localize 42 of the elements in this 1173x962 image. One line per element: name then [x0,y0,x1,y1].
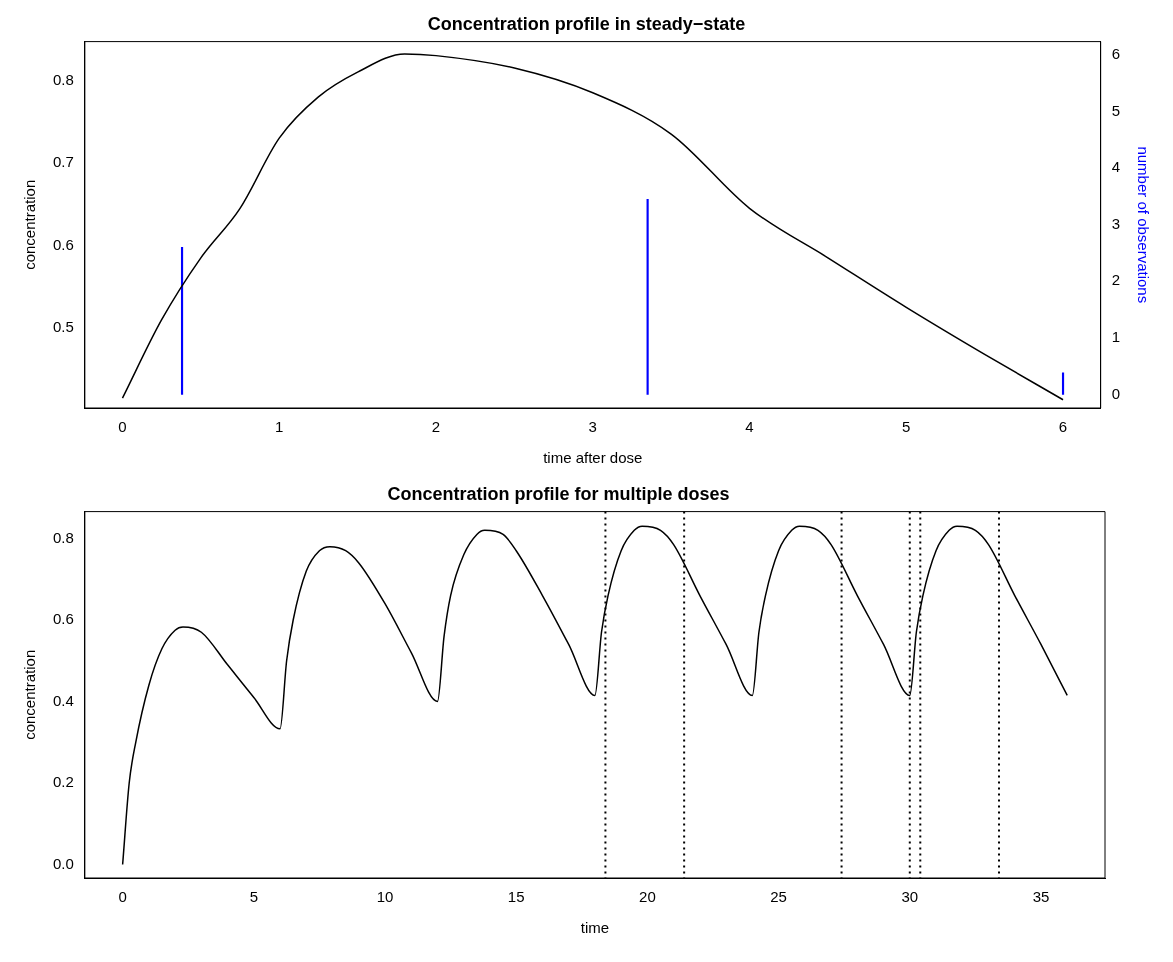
y2-tick-label: 5 [1111,101,1120,119]
x-tick-label: 4 [745,418,754,436]
chart-title: Concentration profile for multiple doses [387,483,730,504]
x-axis-title: time [580,919,610,937]
bar [1061,372,1065,395]
y-tick-label: 0.5 [52,318,74,336]
x-tick-label: 20 [639,888,656,906]
x-tick-label: 6 [1058,418,1068,436]
y-axis-title: concentration [21,179,39,270]
x-tick-label: 35 [1032,888,1050,906]
y-tick-label: 0.0 [52,854,74,872]
x-tick-label: 0 [118,888,127,906]
y-tick-label: 0.4 [52,691,74,709]
y2-tick-label: 3 [1111,214,1120,232]
x-tick-label: 1 [275,418,284,436]
x-tick-label: 0 [118,418,127,436]
y-tick-label: 0.6 [52,610,74,628]
x-tick-label: 3 [588,418,597,436]
x-tick-label: 5 [249,888,258,906]
x-tick-label: 25 [770,888,787,906]
y2-tick-label: 1 [1111,328,1120,346]
y2-axis-title: number of observations [1134,146,1152,304]
x-axis-title: time after dose [543,449,643,467]
x-tick-label: 15 [507,888,525,906]
y-axis-title: concentration [21,649,39,740]
y2-tick-label: 6 [1111,45,1120,63]
y-tick-label: 0.7 [52,153,74,171]
x-tick-label: 5 [902,418,911,436]
y2-tick-label: 0 [1111,384,1120,402]
y-tick-label: 0.2 [52,773,74,791]
x-tick-label: 30 [901,888,919,906]
y-tick-label: 0.8 [52,528,74,546]
bar [646,199,649,395]
bar [180,247,184,395]
y2-tick-label: 2 [1111,271,1120,289]
line-series [121,53,1064,401]
x-tick-label: 10 [376,888,394,906]
y-tick-label: 0.6 [52,235,74,253]
x-tick-label: 2 [431,418,441,436]
y2-tick-label: 4 [1111,158,1120,176]
y-tick-label: 0.8 [52,70,74,88]
chart-title: Concentration profile in steady−state [427,13,746,34]
